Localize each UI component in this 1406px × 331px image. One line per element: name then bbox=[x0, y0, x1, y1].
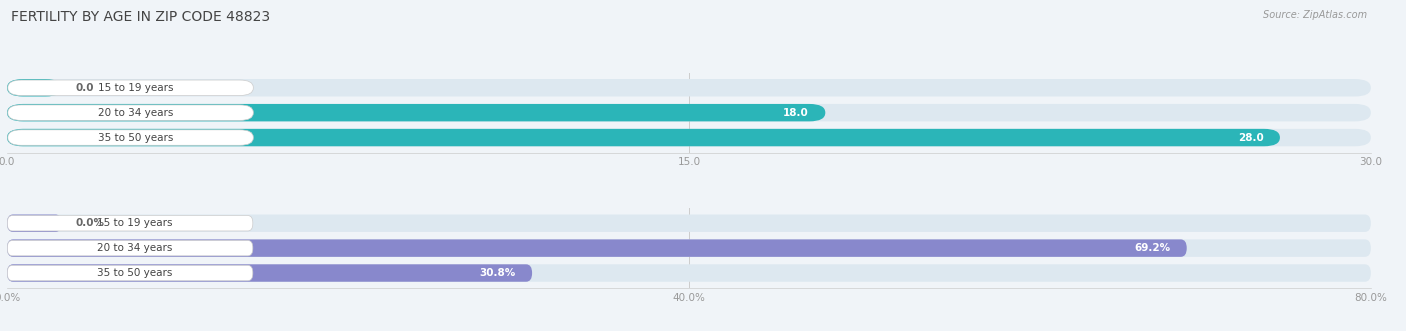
FancyBboxPatch shape bbox=[7, 104, 1371, 121]
FancyBboxPatch shape bbox=[7, 239, 1371, 257]
FancyBboxPatch shape bbox=[8, 105, 253, 120]
FancyBboxPatch shape bbox=[7, 104, 825, 121]
Text: 35 to 50 years: 35 to 50 years bbox=[97, 268, 173, 278]
FancyBboxPatch shape bbox=[7, 264, 531, 282]
Text: 15 to 19 years: 15 to 19 years bbox=[97, 218, 173, 228]
FancyBboxPatch shape bbox=[7, 79, 62, 96]
Text: 30.8%: 30.8% bbox=[479, 268, 516, 278]
FancyBboxPatch shape bbox=[7, 214, 1371, 232]
Text: 0.0%: 0.0% bbox=[76, 218, 104, 228]
FancyBboxPatch shape bbox=[7, 215, 253, 231]
Text: 69.2%: 69.2% bbox=[1135, 243, 1170, 253]
Text: 18.0: 18.0 bbox=[783, 108, 808, 118]
Text: 20 to 34 years: 20 to 34 years bbox=[97, 243, 173, 253]
FancyBboxPatch shape bbox=[7, 129, 1279, 146]
Text: 20 to 34 years: 20 to 34 years bbox=[98, 108, 173, 118]
FancyBboxPatch shape bbox=[7, 240, 253, 256]
FancyBboxPatch shape bbox=[7, 129, 1371, 146]
Text: FERTILITY BY AGE IN ZIP CODE 48823: FERTILITY BY AGE IN ZIP CODE 48823 bbox=[11, 10, 270, 24]
FancyBboxPatch shape bbox=[8, 130, 253, 145]
FancyBboxPatch shape bbox=[7, 239, 1187, 257]
Text: 0.0: 0.0 bbox=[75, 83, 94, 93]
FancyBboxPatch shape bbox=[8, 80, 253, 95]
Text: 28.0: 28.0 bbox=[1237, 132, 1264, 143]
FancyBboxPatch shape bbox=[7, 264, 1371, 282]
Text: Source: ZipAtlas.com: Source: ZipAtlas.com bbox=[1263, 10, 1367, 20]
FancyBboxPatch shape bbox=[7, 79, 1371, 96]
FancyBboxPatch shape bbox=[7, 214, 62, 232]
FancyBboxPatch shape bbox=[7, 265, 253, 281]
Text: 35 to 50 years: 35 to 50 years bbox=[98, 132, 173, 143]
Text: 15 to 19 years: 15 to 19 years bbox=[98, 83, 173, 93]
